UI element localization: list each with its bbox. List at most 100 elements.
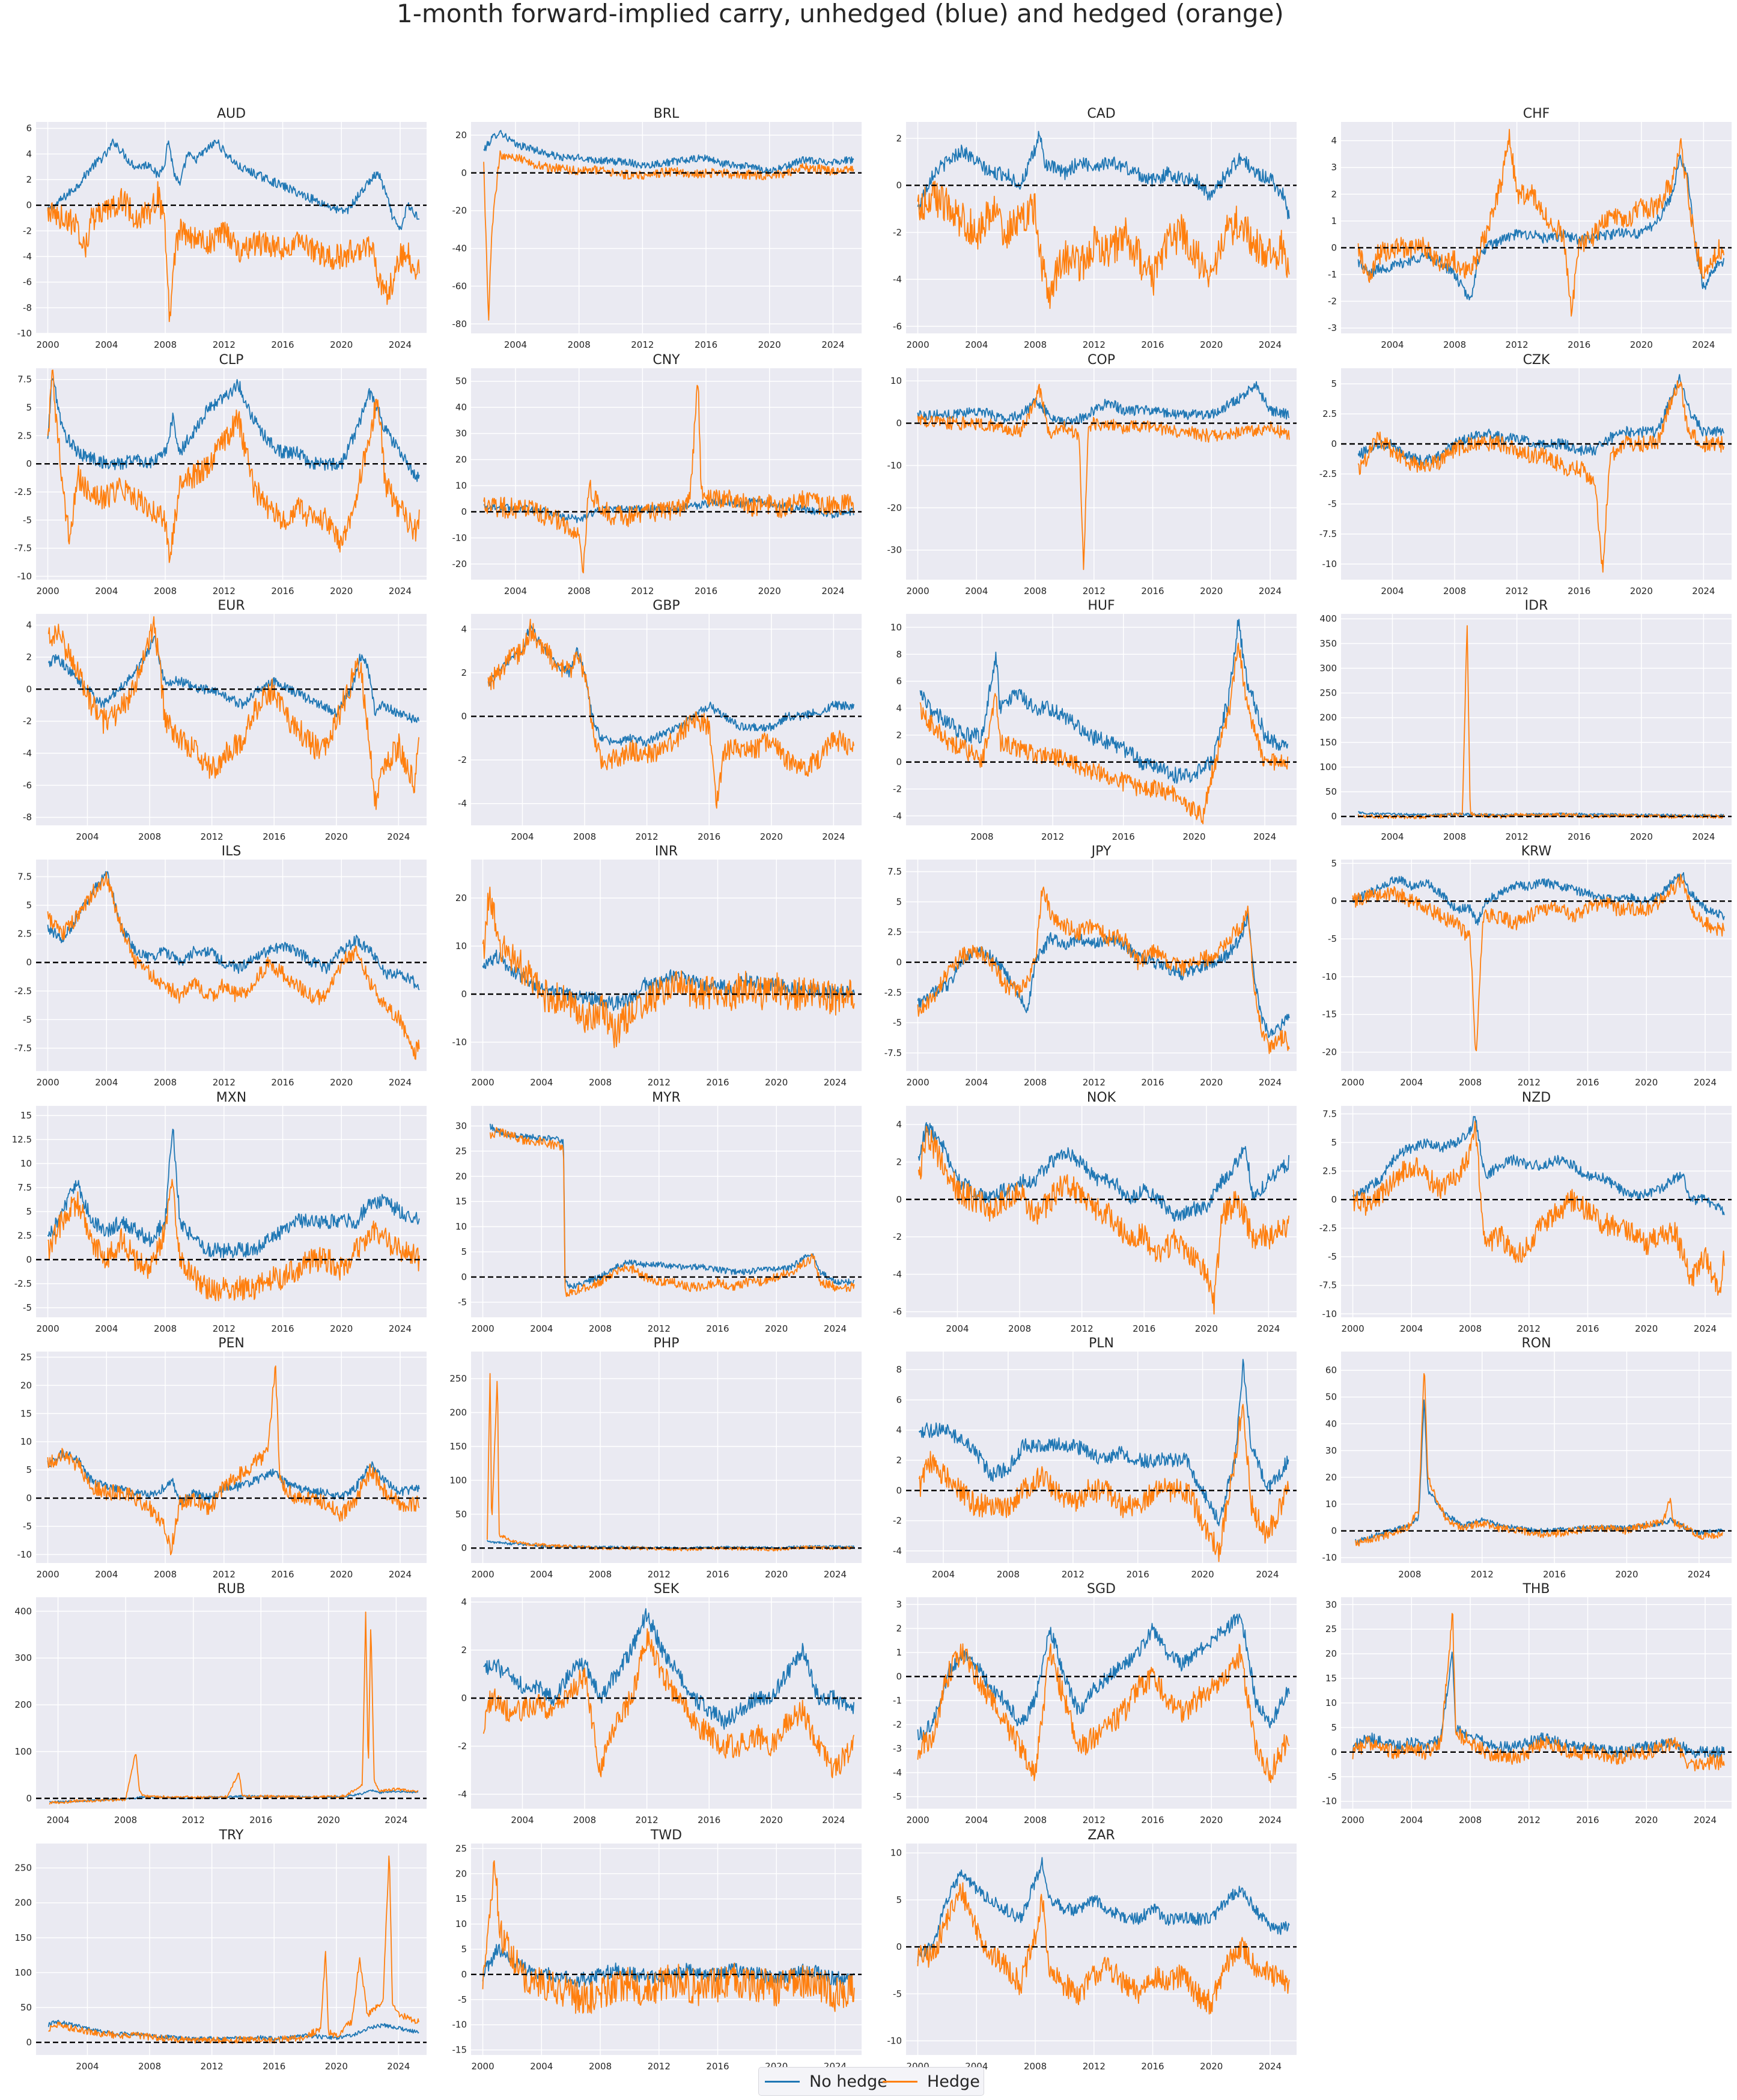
- series-line-no-hedge: [1357, 374, 1724, 467]
- y-tick-label: 2.5: [887, 927, 902, 938]
- chart-chf: 2004 2008 2012 2016 2020 2024 -3 -2 -1 0 1 2 3 4: [1328, 122, 1732, 350]
- series-line-hedge: [47, 1179, 420, 1302]
- x-tick-label: 2024: [1688, 1569, 1711, 1580]
- y-tick-label: 2.5: [1322, 1165, 1337, 1176]
- x-tick-label: 2012: [1062, 1569, 1084, 1580]
- y-tick-label: -7.5: [14, 543, 32, 554]
- panel-title: THB: [1523, 1582, 1550, 1597]
- x-tick-label: 2016: [1568, 831, 1590, 842]
- y-tick-label: 200: [14, 1699, 32, 1710]
- plot-area: [1341, 860, 1732, 1071]
- series-line-hedge: [47, 181, 420, 323]
- y-tick-label: 100: [14, 1967, 32, 1978]
- x-tick-label: 2020: [325, 2061, 348, 2072]
- series-line-no-hedge: [919, 619, 1289, 784]
- x-tick-label: 2020: [1195, 1323, 1218, 1334]
- x-tick-label: 2024: [1259, 1815, 1282, 1825]
- x-tick-label: 2016: [249, 1815, 272, 1825]
- x-tick-label: 2020: [765, 1323, 788, 1334]
- series-line-no-hedge: [917, 1613, 1290, 1741]
- y-tick-label: 0: [461, 1543, 467, 1553]
- y-tick-label: 10: [890, 375, 902, 386]
- y-tick-label: 0: [461, 506, 467, 517]
- y-tick-label: 25: [1325, 1624, 1337, 1634]
- y-tick-label: 20: [20, 1380, 32, 1391]
- y-tick-label: 20: [455, 893, 467, 903]
- x-tick-label: 2020: [1182, 831, 1205, 842]
- panel-title: CAD: [1087, 106, 1116, 121]
- x-tick-label: 2004: [95, 1569, 118, 1580]
- panel-title: MXN: [216, 1090, 247, 1105]
- chart-rub: 2004 2008 2012 2016 2020 2024 0 100 200 300 400: [14, 1597, 427, 1825]
- y-tick-label: -4: [893, 274, 902, 285]
- x-tick-label: 2008: [568, 586, 591, 596]
- y-tick-label: -7.5: [884, 1048, 902, 1058]
- panel-title: AUD: [216, 106, 246, 121]
- x-tick-label: 2000: [906, 1815, 929, 1825]
- y-tick-label: -20: [887, 502, 902, 513]
- y-tick-label: -6: [23, 277, 32, 288]
- y-tick-label: 15: [20, 1408, 32, 1419]
- y-tick-label: -8: [23, 812, 32, 823]
- chart-jpy: 2000 2004 2008 2012 2016 2020 2024 -7.5 -5 -2.5 0 2…: [884, 860, 1297, 1088]
- x-tick-label: 2008: [154, 1323, 177, 1334]
- x-tick-label: 2008: [589, 2061, 612, 2072]
- x-tick-label: 2016: [1141, 2061, 1164, 2072]
- y-tick-label: 6: [896, 676, 902, 687]
- y-tick-label: 0: [461, 989, 467, 1000]
- x-tick-label: 2008: [154, 339, 177, 350]
- plot-area: [1341, 1106, 1732, 1317]
- y-tick-label: -10: [1322, 559, 1337, 569]
- y-tick-label: 5: [461, 1246, 467, 1257]
- chart-myr: 2000 2004 2008 2012 2016 2020 2024 -5 0 5 10 15 20 25…: [455, 1106, 862, 1334]
- y-tick-label: 5: [1331, 1722, 1337, 1733]
- y-tick-label: -2: [458, 754, 467, 765]
- x-tick-label: 2020: [330, 339, 353, 350]
- y-tick-label: -2: [893, 1719, 902, 1730]
- x-tick-label: 2004: [965, 1815, 988, 1825]
- plot-area: [471, 860, 862, 1071]
- plot-area: [36, 1352, 427, 1563]
- y-tick-label: 20: [455, 1171, 467, 1182]
- y-tick-label: 10: [455, 941, 467, 951]
- y-tick-label: 10: [455, 1919, 467, 1929]
- y-tick-label: 15: [455, 1196, 467, 1207]
- y-tick-label: 5: [26, 900, 32, 911]
- y-tick-label: -6: [893, 321, 902, 332]
- y-tick-label: 0: [26, 1254, 32, 1265]
- panel-title: RUB: [217, 1582, 246, 1597]
- x-tick-label: 2012: [636, 831, 659, 842]
- y-tick-label: 0: [461, 168, 467, 178]
- series-line-hedge: [47, 872, 420, 1060]
- y-tick-label: 50: [455, 376, 467, 387]
- x-tick-label: 2012: [1506, 339, 1529, 350]
- x-tick-label: 2024: [389, 339, 412, 350]
- x-tick-label: 2000: [36, 339, 59, 350]
- y-tick-label: 10: [455, 481, 467, 491]
- x-tick-label: 2012: [1518, 1077, 1541, 1088]
- x-tick-label: 2004: [965, 1077, 988, 1088]
- y-tick-label: -10: [452, 2020, 467, 2030]
- y-tick-label: 250: [1319, 688, 1337, 699]
- x-tick-label: 2008: [1443, 831, 1466, 842]
- x-tick-label: 2004: [1400, 1077, 1423, 1088]
- x-tick-label: 2016: [1141, 339, 1164, 350]
- y-tick-label: 5: [26, 402, 32, 413]
- x-tick-label: 2016: [271, 1077, 294, 1088]
- y-tick-label: 30: [1325, 1445, 1337, 1456]
- plot-area: [36, 1844, 427, 2055]
- x-tick-label: 2012: [1071, 1323, 1094, 1334]
- y-tick-label: 30: [455, 428, 467, 439]
- y-tick-label: 40: [1325, 1418, 1337, 1429]
- chart-huf: 2008 2012 2016 2020 2024 -4 -2 0 2 4 6 8 10: [890, 614, 1297, 842]
- series-line-no-hedge: [917, 1857, 1290, 1962]
- series-line-hedge: [1355, 1373, 1723, 1547]
- y-tick-label: 400: [1319, 613, 1337, 624]
- x-tick-label: 2008: [1459, 1323, 1482, 1334]
- x-tick-label: 2008: [573, 831, 596, 842]
- x-tick-label: 2004: [95, 339, 118, 350]
- x-tick-label: 2004: [946, 1323, 969, 1334]
- y-tick-label: 0: [1331, 1526, 1337, 1537]
- y-tick-label: -20: [1322, 1047, 1337, 1058]
